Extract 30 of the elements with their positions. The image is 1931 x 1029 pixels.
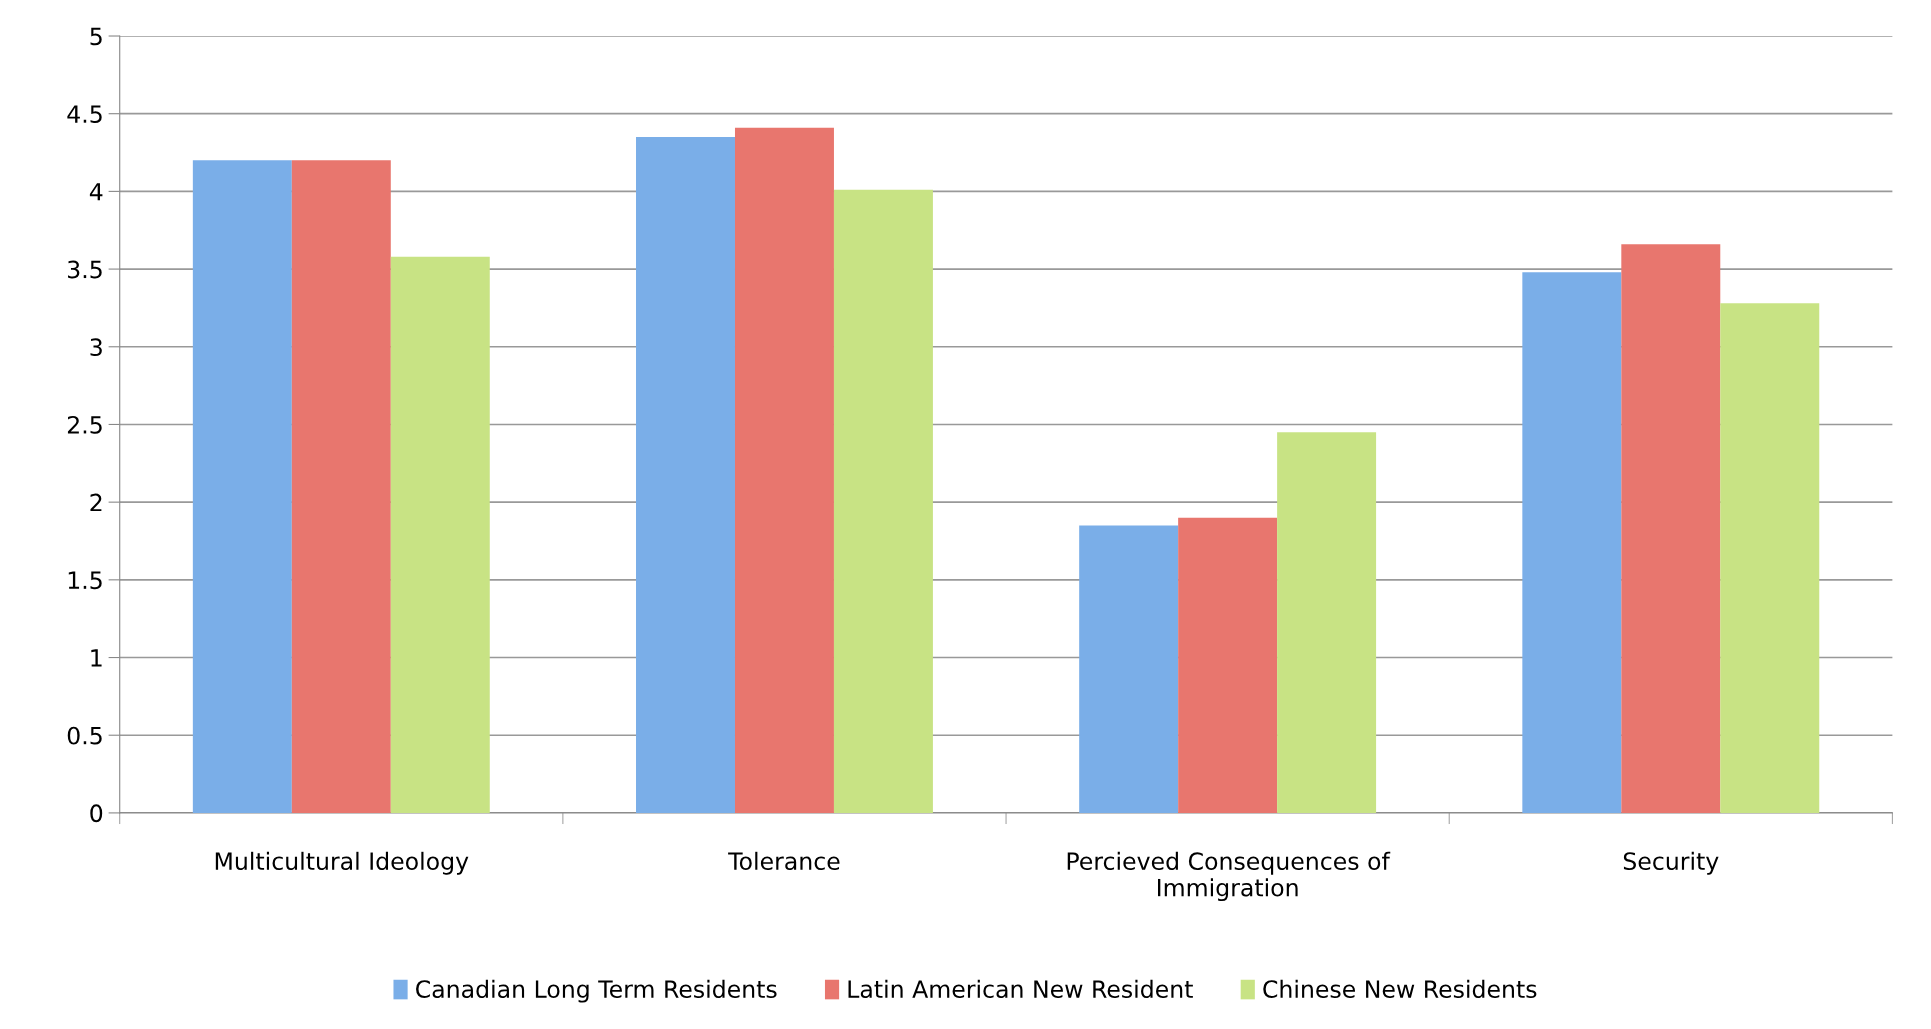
bar: [1178, 517, 1278, 813]
bar: [1621, 244, 1721, 813]
y-tick-label: 4: [89, 183, 103, 201]
bar: [1720, 303, 1820, 813]
x-tick-label: Security: [1623, 851, 1719, 875]
y-tick-label: 1: [91, 649, 102, 667]
y-tick-label: 2.5: [67, 415, 102, 434]
bar: [833, 189, 933, 813]
bar: [192, 160, 292, 813]
y-tick-label: 5: [90, 27, 102, 46]
y-tick-label: 1.5: [68, 571, 102, 590]
y-tick-label: 0.5: [67, 726, 102, 745]
y-tick-label: 0: [90, 804, 103, 823]
bar: [1522, 272, 1622, 813]
legend-label: Chinese New Residents: [1263, 979, 1537, 999]
x-tick-label: Multicultural Ideology: [215, 851, 469, 875]
bar: [734, 127, 834, 813]
bar: [1277, 432, 1377, 813]
y-tick-label: 3: [90, 338, 102, 357]
y-tick-label: 4.5: [67, 105, 102, 124]
legend-label: Latin American New Resident: [848, 979, 1193, 999]
bar: [291, 160, 391, 813]
y-tick-label: 3.5: [68, 260, 102, 279]
x-tick-label: Tolerance: [728, 851, 840, 871]
bar: [1079, 525, 1179, 813]
bar: [390, 256, 490, 813]
x-tick-label: Percieved Consequences of Immigration: [1067, 851, 1391, 902]
bar: [636, 137, 735, 813]
y-tick-label: 2: [90, 493, 102, 512]
legend-label: Canadian Long Term Residents: [416, 979, 777, 1003]
